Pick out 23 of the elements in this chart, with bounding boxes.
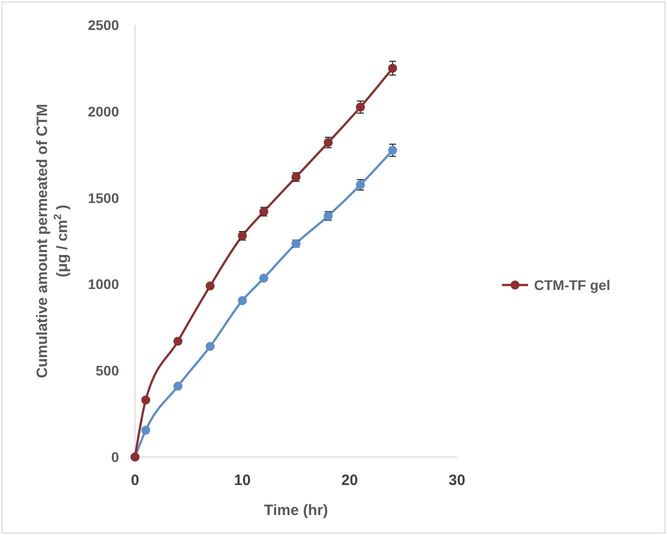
point [356, 102, 365, 112]
point [173, 382, 182, 391]
y-tick-label: 2000 [88, 103, 120, 120]
y-tick-label: 0 [111, 449, 120, 465]
x-tick-label: 20 [341, 472, 358, 489]
y-tick-label: 500 [96, 362, 120, 379]
point [141, 395, 150, 404]
x-tick-label: 10 [234, 472, 251, 489]
point [238, 296, 247, 306]
legend-label: CTM-TF gel [534, 277, 610, 293]
y-tick-label: 1500 [88, 190, 120, 206]
y-tick-label: 1000 [88, 276, 120, 292]
point [206, 281, 215, 290]
point [206, 342, 215, 351]
point [141, 426, 150, 435]
y-tick-label: 2500 [88, 17, 120, 33]
x-tick-label: 0 [130, 472, 140, 489]
point [388, 64, 398, 73]
x-axis-title: Time (hr) [264, 502, 328, 519]
point [173, 336, 182, 346]
point [259, 274, 268, 283]
point [388, 146, 398, 155]
x-tick-label: 30 [448, 472, 466, 489]
